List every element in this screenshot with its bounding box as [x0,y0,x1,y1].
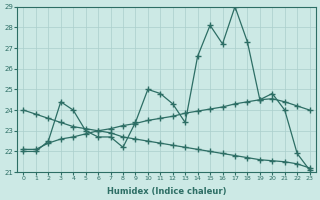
X-axis label: Humidex (Indice chaleur): Humidex (Indice chaleur) [107,187,226,196]
